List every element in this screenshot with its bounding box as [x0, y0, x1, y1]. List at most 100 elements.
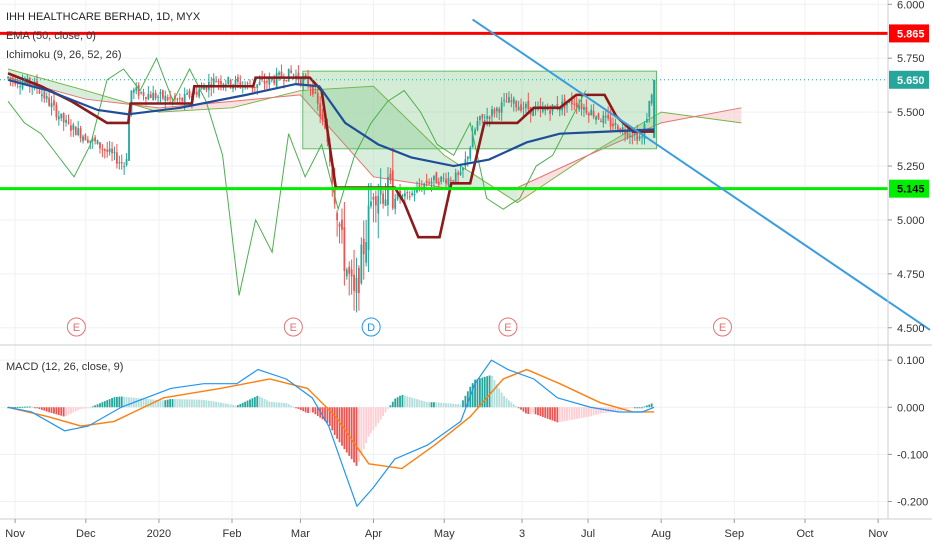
macd-histogram-bar [633, 407, 636, 409]
macd-histogram-bar [440, 402, 443, 408]
macd-histogram-bar [437, 402, 440, 408]
signal-line [7, 368, 655, 470]
macd-histogram-bar [188, 399, 191, 408]
candle-body [517, 106, 520, 111]
macd-histogram-bar [534, 407, 537, 415]
candle-body [108, 148, 111, 153]
macd-histogram-bar [154, 399, 157, 408]
candle-body [348, 266, 351, 274]
macd-histogram-bar [428, 402, 430, 408]
macd-histogram-bar [145, 398, 147, 408]
candle-body [406, 192, 409, 194]
candle-body [626, 132, 629, 137]
macd-histogram-bar [416, 399, 418, 408]
macd-histogram-bar [578, 407, 581, 419]
macd-histogram-bar [645, 405, 648, 408]
candle-body [312, 85, 314, 95]
candle-body [324, 123, 326, 129]
candle-body [360, 244, 363, 284]
candle-body [258, 81, 261, 85]
macd-histogram-bar [447, 403, 450, 408]
candle-body [570, 99, 573, 105]
macd-histogram-bar [278, 402, 280, 408]
candle-body [270, 78, 273, 80]
candle-body [379, 189, 382, 195]
candle-body [370, 201, 372, 207]
macd-histogram-bar [445, 403, 447, 408]
macd-histogram-bar [38, 407, 41, 410]
macd-histogram-bar [592, 407, 595, 416]
candle-body [292, 74, 295, 76]
cloud-segment [158, 101, 233, 113]
macd-histogram-bar [338, 407, 341, 443]
candle-body [217, 81, 220, 83]
candle-body [164, 95, 167, 101]
candle-body [60, 113, 63, 119]
ema-line [7, 78, 655, 168]
macd-histogram-bar [486, 376, 489, 408]
candle-body [84, 134, 87, 141]
candle-body [94, 137, 97, 142]
macd-histogram-bar [125, 397, 128, 408]
macd-histogram-bar [350, 407, 353, 460]
macd-histogram-bar [631, 407, 634, 409]
candle-body [469, 147, 472, 159]
macd-histogram-bar [234, 405, 237, 408]
macd-histogram-bar [498, 388, 501, 408]
macd-histogram-bar [161, 400, 164, 408]
candle-body [120, 162, 123, 164]
candle-body [575, 102, 578, 108]
candle-body [374, 196, 377, 206]
candle-body [524, 103, 527, 109]
macd-histogram-bar [246, 400, 249, 408]
candle-body [418, 185, 421, 188]
candle-body [137, 85, 140, 96]
candle-body [203, 86, 205, 90]
macd-histogram-bar [379, 407, 382, 420]
candle-body [503, 99, 505, 101]
candle-body [74, 126, 77, 136]
candle-body [186, 93, 188, 95]
macd-histogram-bar [43, 407, 46, 411]
macd-histogram-bar [529, 407, 532, 414]
candle-body [99, 142, 101, 149]
macd-histogram-bar [532, 407, 535, 414]
macd-histogram-bar [227, 404, 230, 408]
candle-body [435, 172, 438, 184]
candle-body [251, 86, 254, 89]
macd-histogram-bar [629, 407, 631, 409]
macd-y-tick-label: -0.200 [897, 497, 928, 509]
macd-histogram-bar [200, 399, 203, 408]
macd-histogram-bar [239, 403, 242, 408]
macd-histogram-bar [217, 402, 220, 408]
candle-body [614, 122, 617, 126]
candle-body [609, 117, 612, 127]
macd-histogram-bar [481, 377, 484, 408]
macd-histogram-bar [140, 398, 142, 408]
macd-histogram-bar [442, 402, 445, 408]
macd-histogram-bar [186, 399, 188, 408]
candle-body [425, 180, 428, 184]
dividend-marker-letter: D [367, 322, 375, 334]
macd-histogram-bar [358, 407, 360, 462]
candle-body [145, 97, 147, 99]
macd-histogram-bar [74, 407, 77, 412]
candle-body [600, 121, 602, 123]
macd-histogram-bar [84, 407, 87, 409]
macd-histogram-bar [62, 407, 65, 417]
macd-histogram-bar [263, 399, 266, 408]
candle-body [607, 114, 610, 119]
macd-histogram-bar [638, 407, 641, 409]
macd-histogram-bar [512, 404, 515, 408]
macd-histogram-bar [244, 401, 247, 408]
candle-body [341, 219, 343, 230]
macd-histogram-bar [299, 407, 302, 411]
candle-body [7, 76, 9, 78]
macd-histogram-bar [193, 399, 196, 408]
candle-body [246, 83, 249, 85]
macd-histogram-bar [452, 403, 455, 408]
macd-histogram-bar [616, 407, 619, 412]
earnings-marker [283, 317, 303, 337]
candle-body [128, 116, 130, 161]
